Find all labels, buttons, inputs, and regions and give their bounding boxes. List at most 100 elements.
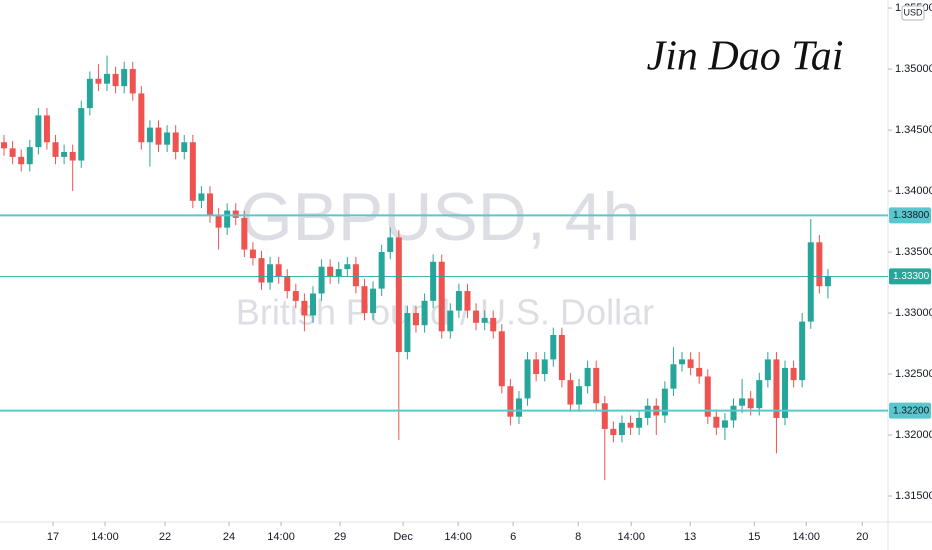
candle-body [447,310,454,332]
candle-body [558,334,565,381]
candle-body [344,264,351,270]
candle-body [26,147,33,165]
candle-body [670,364,677,389]
candle-body [481,317,488,323]
candle-body [121,69,128,87]
x-tick-label: 6 [510,531,516,543]
y-tick-label: 1.32500 [895,368,932,380]
candle-body [438,261,445,332]
x-tick-label: 22 [159,531,171,543]
candle-body [824,276,831,287]
candle-body [430,261,437,301]
candle-body [69,152,76,161]
x-tick-label: Dec [393,531,413,543]
candle-body [181,142,188,153]
candle-body [309,293,316,316]
candle-body [9,148,16,157]
signature: Jin Dao Tai [647,34,844,80]
candle-body [292,291,299,301]
candle-body [807,242,814,322]
candle-body [687,359,694,368]
candle-body [601,403,608,429]
candle-body [35,115,42,148]
candle-body [318,266,325,294]
candle-body [284,276,291,292]
candle-body [799,321,806,381]
last-price-line-label: 1.33300 [893,271,930,282]
candle-body [43,115,50,143]
candle-body [198,193,205,201]
candle-body [370,288,377,314]
candle-body [816,242,823,287]
candle-body [764,359,771,381]
candle-body [464,291,471,311]
candle-body [515,398,522,417]
x-tick-label: 13 [684,531,696,543]
x-tick-label: 29 [334,531,346,543]
candle-body [61,152,68,157]
candle-body [507,386,514,417]
candle-body [756,380,763,409]
x-tick-label: 15 [748,531,760,543]
candle-body [52,142,59,157]
y-tick-label: 1.33500 [895,246,932,258]
candle-body [172,132,179,153]
y-tick-label: 1.34000 [895,185,932,197]
watermark: GBPUSD, 4h [240,179,641,255]
candle-body [395,237,402,353]
last-price-line-label-bg [889,268,931,285]
x-tick-label: 14:00 [91,531,119,543]
candle-body [421,300,428,326]
candle-body [224,210,231,228]
candle-body [747,398,754,409]
x-tick-label: 8 [575,531,581,543]
candle-body [86,78,93,109]
candle-body [782,367,789,418]
candle-body [258,258,265,283]
candle-body [721,420,728,428]
candle-body [593,367,600,404]
candle-body [567,380,574,405]
candle-body [704,376,711,417]
candle-body [232,210,239,218]
x-tick-label: 14:00 [792,531,820,543]
candle-body [404,313,411,353]
candle-body [533,359,540,375]
y-tick-label: 1.31500 [895,490,932,502]
candle-body [790,367,797,381]
candle-body [550,334,557,360]
candle-body [473,310,480,323]
x-tick-label: 14:00 [444,531,472,543]
candle-body [249,249,256,259]
horizontal-line-label-bg [889,207,931,224]
candle-body [696,367,703,377]
candle-body [207,193,214,216]
candle-body [713,416,720,428]
candle-body [618,422,625,436]
candle-body [138,93,145,143]
candle-body [730,405,737,421]
candle-body [636,417,643,428]
candle-body [146,127,153,143]
candle-body [627,422,634,428]
candle-body [275,264,282,277]
candle-body [661,388,668,416]
candle-body [18,156,25,165]
candle-body [455,291,462,311]
y-tick-label: 1.32000 [895,429,932,441]
candle-body [576,386,583,405]
candle-body [378,252,385,289]
y-tick-label: 1.35000 [895,63,932,75]
y-tick-label: 1.33000 [895,307,932,319]
candle-body [412,313,419,326]
candle-body [490,317,497,332]
candle-body [155,127,162,145]
candle-body [327,266,334,277]
candle-body [267,264,274,283]
x-tick-label: 24 [223,531,235,543]
candle-body [95,78,102,84]
x-tick-label: 14:00 [267,531,295,543]
candle-body [524,359,531,399]
candle-body [541,359,548,375]
